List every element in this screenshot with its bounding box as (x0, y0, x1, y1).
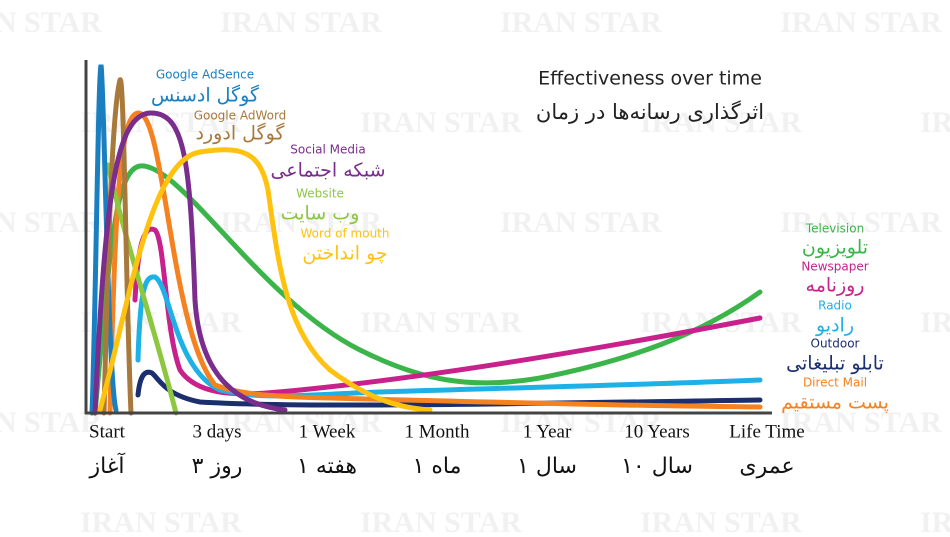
media-label-en: Radio (818, 299, 852, 313)
media-curve (97, 147, 433, 413)
watermark-layer: IRAN STAR IRAN STAR IRAN STAR IRAN STAR IRAN… (0, 6, 950, 537)
time-label-en: Life Time (729, 421, 804, 442)
media-label-en: Television (805, 222, 864, 236)
time-label-en: Start (89, 421, 126, 442)
watermark: IRAN STAR (360, 106, 522, 139)
media-curve (101, 77, 134, 416)
watermark: IRAN STAR (640, 106, 802, 139)
media-label-en: Website (296, 187, 344, 201)
media-label-fa: تلویزیون (802, 237, 868, 259)
title-en: Effectiveness over time (538, 68, 762, 90)
media-curve (132, 226, 763, 397)
watermark: IRAN STAR (80, 106, 242, 139)
time-label-fa: ۱ ماه (413, 454, 462, 479)
time-label-en: 1 Year (523, 421, 572, 442)
time-label-fa: عمری (739, 454, 794, 479)
watermark: IRAN STAR (220, 206, 382, 239)
media-label-fa: رادیو (815, 315, 854, 337)
watermark: IRAN STAR (500, 6, 662, 39)
time-label-en: 3 days (192, 421, 241, 442)
media-label-fa: چو انداختن (302, 243, 387, 265)
time-label-fa: ۳ روز (192, 454, 243, 479)
curves (89, 64, 763, 416)
media-label-fa: پست مستقیم (781, 392, 889, 414)
media-label-en: Outdoor (811, 337, 860, 351)
watermark: IRAN STAR (780, 6, 942, 39)
watermark: IRAN STAR (920, 506, 950, 537)
time-label-fa: ۱۰ سال (621, 454, 693, 479)
media-label-fa: روزنامه (806, 275, 865, 297)
media-label-en: Social Media (290, 143, 365, 157)
watermark: IRAN STAR (780, 406, 942, 439)
watermark: IRAN STAR (360, 506, 522, 537)
watermark: IRAN STAR (780, 206, 942, 239)
watermark: IRAN STAR (920, 106, 950, 139)
media-curve (92, 110, 288, 416)
time-label-en: 1 Month (405, 421, 470, 442)
watermark: IRAN STAR (0, 6, 102, 39)
labels: Google AdSence گوگل ادسنس Google AdWordگوگ… (89, 68, 889, 480)
media-label-fa: گوگل ادورد (196, 122, 286, 145)
time-label-fa: ۱ هفته (297, 454, 357, 479)
media-curve (89, 64, 119, 416)
watermark: IRAN STAR (220, 406, 382, 439)
media-label-fa: وب سایت (281, 203, 360, 225)
watermark: IRAN STAR (500, 206, 662, 239)
media-label-fa: گوگل ادسنس (151, 84, 260, 107)
title-fa: اثرگذاری رسانه‌ها در زمان (536, 100, 764, 124)
media-label-fa: شبکه اجتماعی (270, 160, 385, 182)
time-label-en: 10 Years (624, 421, 689, 442)
time-label-fa: آغاز (89, 452, 126, 479)
watermark: IRAN STAR (500, 406, 662, 439)
time-label-fa: ۱ سال (517, 454, 577, 479)
media-label-en: Word of mouth (301, 227, 390, 241)
media-label-en: Direct Mail (803, 376, 867, 390)
watermark: IRAN STAR (80, 506, 242, 537)
media-curve (105, 162, 179, 416)
time-label-en: 1 Week (299, 421, 356, 442)
watermark: IRAN STAR (220, 6, 382, 39)
media-label-fa: تابلو تبلیغاتی (786, 353, 884, 375)
watermark: IRAN STAR (920, 306, 950, 339)
media-curve (107, 110, 763, 416)
watermark: IRAN STAR (640, 506, 802, 537)
media-label-en: Google AdSence (156, 68, 254, 82)
media-label-en: Newspaper (801, 260, 868, 274)
watermark: IRAN STAR (360, 306, 522, 339)
media-label-en: Google AdWord (194, 109, 287, 123)
